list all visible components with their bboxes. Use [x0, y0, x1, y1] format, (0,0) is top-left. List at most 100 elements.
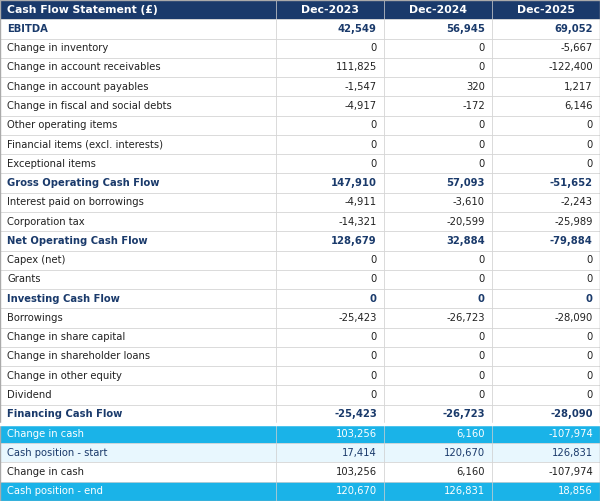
FancyBboxPatch shape	[276, 58, 384, 77]
Text: 0: 0	[478, 294, 485, 304]
Text: 57,093: 57,093	[446, 178, 485, 188]
FancyBboxPatch shape	[276, 212, 384, 231]
FancyBboxPatch shape	[0, 443, 276, 462]
FancyBboxPatch shape	[492, 154, 600, 173]
Text: 320: 320	[466, 82, 485, 92]
FancyBboxPatch shape	[276, 482, 384, 501]
FancyBboxPatch shape	[276, 96, 384, 116]
Text: 0: 0	[587, 352, 593, 362]
Text: 0: 0	[587, 139, 593, 149]
FancyBboxPatch shape	[276, 443, 384, 462]
FancyBboxPatch shape	[0, 462, 276, 482]
Text: 120,670: 120,670	[335, 486, 377, 496]
FancyBboxPatch shape	[492, 250, 600, 270]
Text: 103,256: 103,256	[335, 428, 377, 438]
FancyBboxPatch shape	[384, 39, 492, 58]
FancyBboxPatch shape	[276, 193, 384, 212]
FancyBboxPatch shape	[384, 270, 492, 289]
Text: -25,423: -25,423	[334, 409, 377, 419]
FancyBboxPatch shape	[276, 308, 384, 328]
FancyBboxPatch shape	[0, 173, 276, 193]
FancyBboxPatch shape	[0, 0, 276, 19]
Text: Investing Cash Flow: Investing Cash Flow	[7, 294, 120, 304]
Text: Net Operating Cash Flow: Net Operating Cash Flow	[7, 236, 148, 246]
FancyBboxPatch shape	[276, 116, 384, 135]
Text: -4,917: -4,917	[344, 101, 377, 111]
Text: 0: 0	[371, 255, 377, 265]
Text: -25,989: -25,989	[554, 216, 593, 226]
Text: 0: 0	[587, 159, 593, 169]
Text: 0: 0	[587, 390, 593, 400]
Text: 0: 0	[371, 390, 377, 400]
Text: 0: 0	[479, 43, 485, 53]
FancyBboxPatch shape	[276, 289, 384, 308]
FancyBboxPatch shape	[0, 250, 276, 270]
Text: EBITDA: EBITDA	[7, 24, 48, 34]
FancyBboxPatch shape	[384, 347, 492, 366]
Text: 0: 0	[587, 371, 593, 381]
FancyBboxPatch shape	[492, 462, 600, 482]
FancyBboxPatch shape	[492, 193, 600, 212]
Text: Change in account payables: Change in account payables	[7, 82, 149, 92]
Text: 0: 0	[479, 139, 485, 149]
Text: 0: 0	[479, 120, 485, 130]
FancyBboxPatch shape	[384, 231, 492, 250]
Text: 0: 0	[479, 275, 485, 285]
Text: 0: 0	[371, 332, 377, 342]
Text: 111,825: 111,825	[335, 63, 377, 73]
Text: 103,256: 103,256	[335, 467, 377, 477]
FancyBboxPatch shape	[384, 328, 492, 347]
FancyBboxPatch shape	[492, 212, 600, 231]
Text: 120,670: 120,670	[443, 448, 485, 458]
FancyBboxPatch shape	[492, 366, 600, 385]
FancyBboxPatch shape	[384, 212, 492, 231]
Text: Change in share capital: Change in share capital	[7, 332, 125, 342]
FancyBboxPatch shape	[492, 77, 600, 96]
FancyBboxPatch shape	[384, 173, 492, 193]
FancyBboxPatch shape	[384, 385, 492, 405]
FancyBboxPatch shape	[276, 424, 384, 443]
Text: -172: -172	[462, 101, 485, 111]
FancyBboxPatch shape	[384, 462, 492, 482]
FancyBboxPatch shape	[384, 366, 492, 385]
FancyBboxPatch shape	[492, 116, 600, 135]
Text: 0: 0	[371, 371, 377, 381]
Text: 0: 0	[371, 159, 377, 169]
Text: Financial items (excl. interests): Financial items (excl. interests)	[7, 139, 163, 149]
Text: -26,723: -26,723	[442, 409, 485, 419]
FancyBboxPatch shape	[384, 77, 492, 96]
FancyBboxPatch shape	[276, 385, 384, 405]
FancyBboxPatch shape	[276, 347, 384, 366]
Text: Dec-2025: Dec-2025	[517, 5, 575, 15]
Text: 0: 0	[479, 352, 485, 362]
FancyBboxPatch shape	[276, 366, 384, 385]
FancyBboxPatch shape	[0, 39, 276, 58]
FancyBboxPatch shape	[276, 250, 384, 270]
Text: Cash position - start: Cash position - start	[7, 448, 107, 458]
FancyBboxPatch shape	[384, 193, 492, 212]
Text: Interest paid on borrowings: Interest paid on borrowings	[7, 197, 144, 207]
Text: 42,549: 42,549	[338, 24, 377, 34]
FancyBboxPatch shape	[492, 96, 600, 116]
FancyBboxPatch shape	[384, 289, 492, 308]
FancyBboxPatch shape	[0, 96, 276, 116]
FancyBboxPatch shape	[384, 443, 492, 462]
Text: -28,090: -28,090	[550, 409, 593, 419]
Text: -2,243: -2,243	[561, 197, 593, 207]
Text: -3,610: -3,610	[453, 197, 485, 207]
Text: -20,599: -20,599	[446, 216, 485, 226]
Text: 0: 0	[479, 332, 485, 342]
FancyBboxPatch shape	[492, 0, 600, 19]
Text: 126,831: 126,831	[443, 486, 485, 496]
Text: Change in fiscal and social debts: Change in fiscal and social debts	[7, 101, 172, 111]
FancyBboxPatch shape	[276, 231, 384, 250]
FancyBboxPatch shape	[492, 328, 600, 347]
FancyBboxPatch shape	[492, 347, 600, 366]
Text: -5,667: -5,667	[560, 43, 593, 53]
Text: 0: 0	[371, 43, 377, 53]
Text: -79,884: -79,884	[550, 236, 593, 246]
FancyBboxPatch shape	[276, 173, 384, 193]
FancyBboxPatch shape	[492, 173, 600, 193]
FancyBboxPatch shape	[0, 193, 276, 212]
FancyBboxPatch shape	[0, 116, 276, 135]
